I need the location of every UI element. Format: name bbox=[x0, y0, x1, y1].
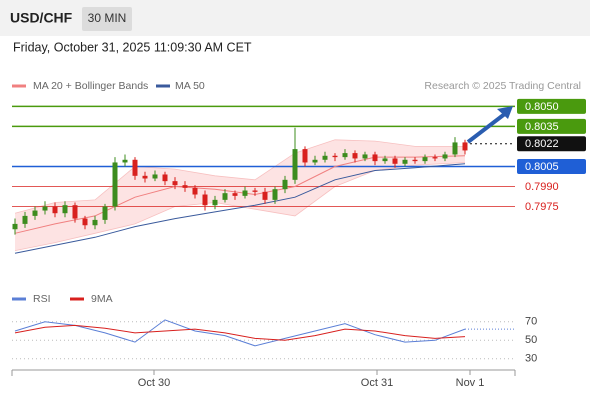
legend-label: RSI bbox=[33, 293, 51, 305]
candle-body bbox=[132, 159, 138, 176]
level-label: 0.7975 bbox=[525, 201, 559, 213]
chart-title: USD/CHF bbox=[10, 10, 73, 26]
credit: Research © 2025 Trading Central bbox=[424, 80, 581, 92]
candle-body bbox=[222, 193, 228, 200]
x-tick-label: Nov 1 bbox=[456, 377, 485, 389]
candle-body bbox=[152, 174, 158, 179]
candle-body bbox=[342, 153, 348, 158]
legend-label: MA 50 bbox=[175, 80, 205, 92]
bollinger-band bbox=[15, 139, 465, 251]
x-tick-label: Oct 31 bbox=[361, 377, 393, 389]
candle-body bbox=[12, 223, 18, 230]
candle-body bbox=[412, 159, 418, 162]
candle-body bbox=[112, 162, 118, 207]
candle-body bbox=[422, 157, 428, 162]
arrow bbox=[466, 111, 508, 144]
candle-body bbox=[402, 159, 408, 164]
candle-body bbox=[182, 185, 188, 188]
legend-label: MA 20 + Bollinger Bands bbox=[33, 80, 148, 92]
candle-body bbox=[382, 158, 388, 162]
candle-body bbox=[32, 210, 38, 216]
candle-body bbox=[192, 187, 198, 195]
candle-body bbox=[62, 205, 68, 214]
candle-body bbox=[122, 159, 128, 163]
level-label: 0.7990 bbox=[525, 181, 559, 193]
candle-body bbox=[72, 205, 78, 219]
band-upper bbox=[14, 139, 465, 214]
candle-body bbox=[262, 191, 268, 200]
candle-body bbox=[82, 218, 88, 226]
candle-body bbox=[462, 142, 468, 151]
candle-body bbox=[282, 179, 288, 190]
rsi-tick-label: 30 bbox=[525, 353, 537, 365]
rsi-line bbox=[14, 319, 466, 347]
candle-body bbox=[352, 153, 358, 159]
rsi-line bbox=[14, 324, 466, 341]
candle-body bbox=[432, 157, 438, 159]
rsi-tick-label: 50 bbox=[525, 334, 537, 346]
timeframe-tab[interactable] bbox=[82, 7, 132, 31]
level-box bbox=[517, 136, 586, 152]
ma50-line bbox=[14, 163, 466, 254]
legend-label: 9MA bbox=[91, 293, 113, 305]
plot: 0.8050 0.8035 0.8022 0.8005 0.7990 0.7975 RSI 9… bbox=[12, 98, 586, 389]
level-box bbox=[517, 158, 586, 174]
candle-body bbox=[242, 190, 248, 196]
candle-body bbox=[302, 149, 308, 163]
candle-body bbox=[322, 155, 328, 160]
level-label: 0.8050 bbox=[525, 101, 559, 113]
candle-body bbox=[312, 159, 318, 163]
level-box bbox=[517, 118, 586, 134]
candle-body bbox=[232, 193, 238, 196]
candle-body bbox=[162, 174, 168, 182]
candle-body bbox=[52, 206, 58, 214]
level-label: 0.8035 bbox=[525, 121, 559, 133]
candle-body bbox=[332, 155, 338, 158]
level-label: 0.8022 bbox=[525, 138, 559, 150]
level-label: 0.8005 bbox=[525, 161, 559, 173]
candle-body bbox=[22, 215, 28, 224]
candle-body bbox=[212, 199, 218, 206]
candle-body bbox=[92, 219, 98, 226]
candle-body bbox=[372, 154, 378, 162]
candle-body bbox=[392, 158, 398, 164]
subtitle: Friday, October 31, 2025 11:09:30 AM CET bbox=[13, 40, 252, 54]
candle-body bbox=[362, 154, 368, 159]
candle-body bbox=[142, 175, 148, 179]
timeframe-label[interactable]: 30 MIN bbox=[88, 11, 127, 25]
level-box bbox=[517, 98, 586, 114]
arrow-head bbox=[497, 106, 513, 119]
x-tick-label: Oct 30 bbox=[138, 377, 170, 389]
candle-body bbox=[442, 154, 448, 159]
rsi-tick-label: 70 bbox=[525, 316, 537, 328]
candle-body bbox=[202, 194, 208, 206]
candle-body bbox=[252, 190, 258, 192]
candle-body bbox=[452, 142, 458, 155]
candle-body bbox=[102, 206, 108, 220]
candle-body bbox=[42, 206, 48, 211]
candle-body bbox=[272, 189, 278, 200]
candle-body bbox=[292, 149, 298, 180]
candle-body bbox=[172, 181, 178, 186]
